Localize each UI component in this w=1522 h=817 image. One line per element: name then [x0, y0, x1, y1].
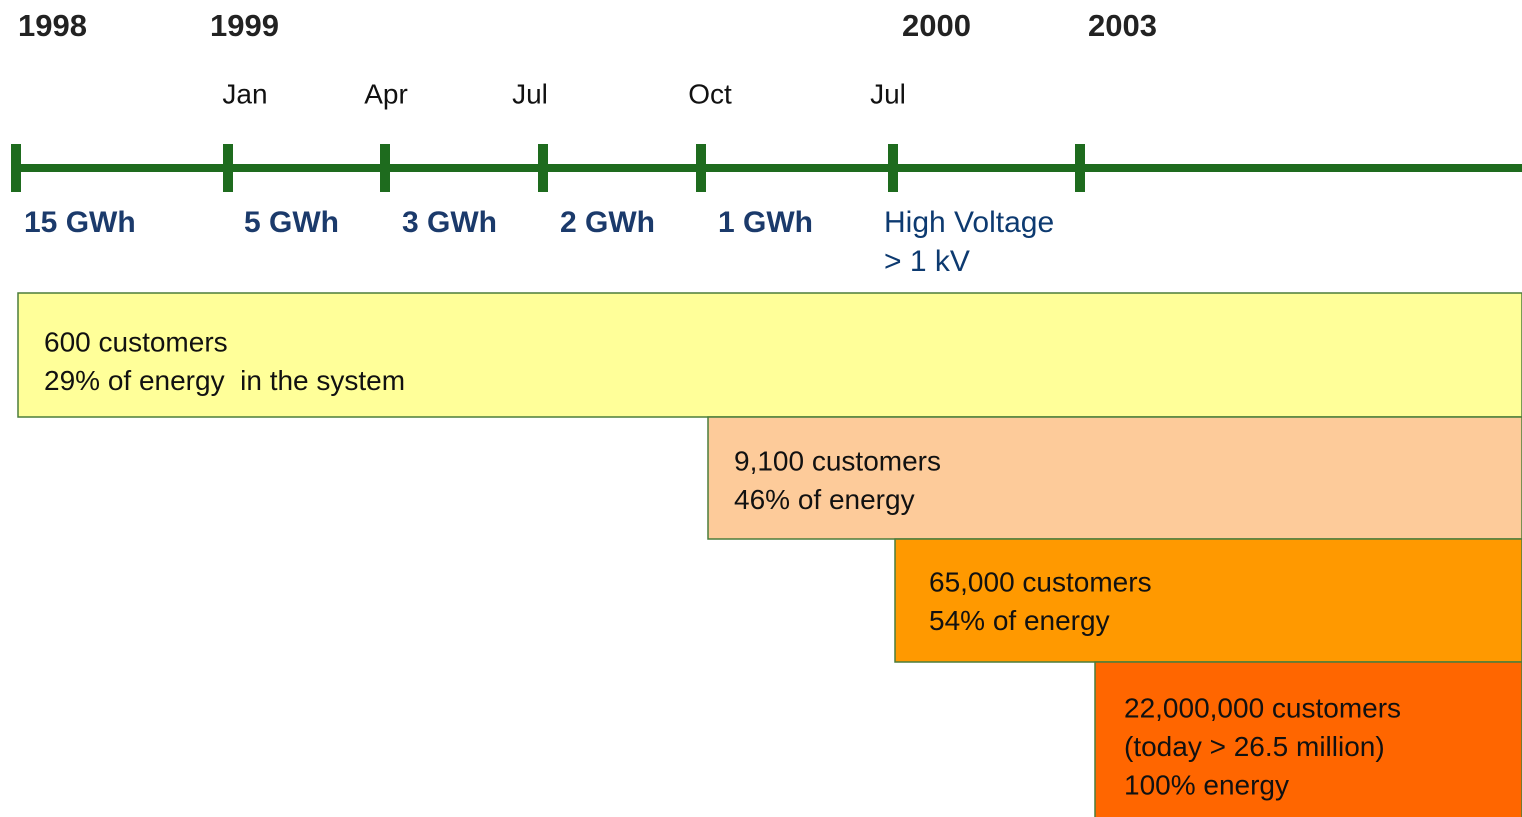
tick [1075, 144, 1085, 192]
phase-text: 29% of energy in the system [44, 365, 405, 396]
year-label: 2003 [1088, 8, 1157, 43]
year-label: 1998 [18, 8, 87, 43]
month-label: Oct [688, 78, 732, 109]
tick [538, 144, 548, 192]
month-label: Jan [222, 78, 267, 109]
threshold-label: 1 GWh [718, 206, 813, 239]
month-label: Apr [364, 78, 408, 109]
phase-text: 22,000,000 customers [1124, 692, 1401, 723]
year-label: 1999 [210, 8, 279, 43]
tick [696, 144, 706, 192]
phase-text: 54% of energy [929, 605, 1110, 636]
tick [223, 144, 233, 192]
tick [888, 144, 898, 192]
phase-box [707, 416, 1522, 540]
phase-text: 600 customers [44, 326, 228, 357]
phase-text: (today > 26.5 million) [1124, 731, 1385, 762]
year-label: 2000 [902, 8, 971, 43]
threshold-label: > 1 kV [884, 245, 970, 278]
tick [11, 144, 21, 192]
phase-text: 46% of energy [734, 484, 915, 515]
timeline-axis [12, 164, 1522, 172]
threshold-label: 5 GWh [244, 206, 339, 239]
phase-box [1094, 661, 1522, 817]
phase-text: 65,000 customers [929, 566, 1152, 597]
threshold-label: 3 GWh [402, 206, 497, 239]
threshold-label: 2 GWh [560, 206, 655, 239]
month-label: Jul [512, 78, 548, 109]
phase-box [17, 292, 1522, 418]
month-label: Jul [870, 78, 906, 109]
threshold-label: High Voltage [884, 206, 1054, 239]
phase-box [894, 538, 1522, 663]
tick [380, 144, 390, 192]
phase-text: 9,100 customers [734, 445, 941, 476]
phase-text: 100% energy [1124, 769, 1289, 800]
threshold-label: 15 GWh [24, 206, 136, 239]
